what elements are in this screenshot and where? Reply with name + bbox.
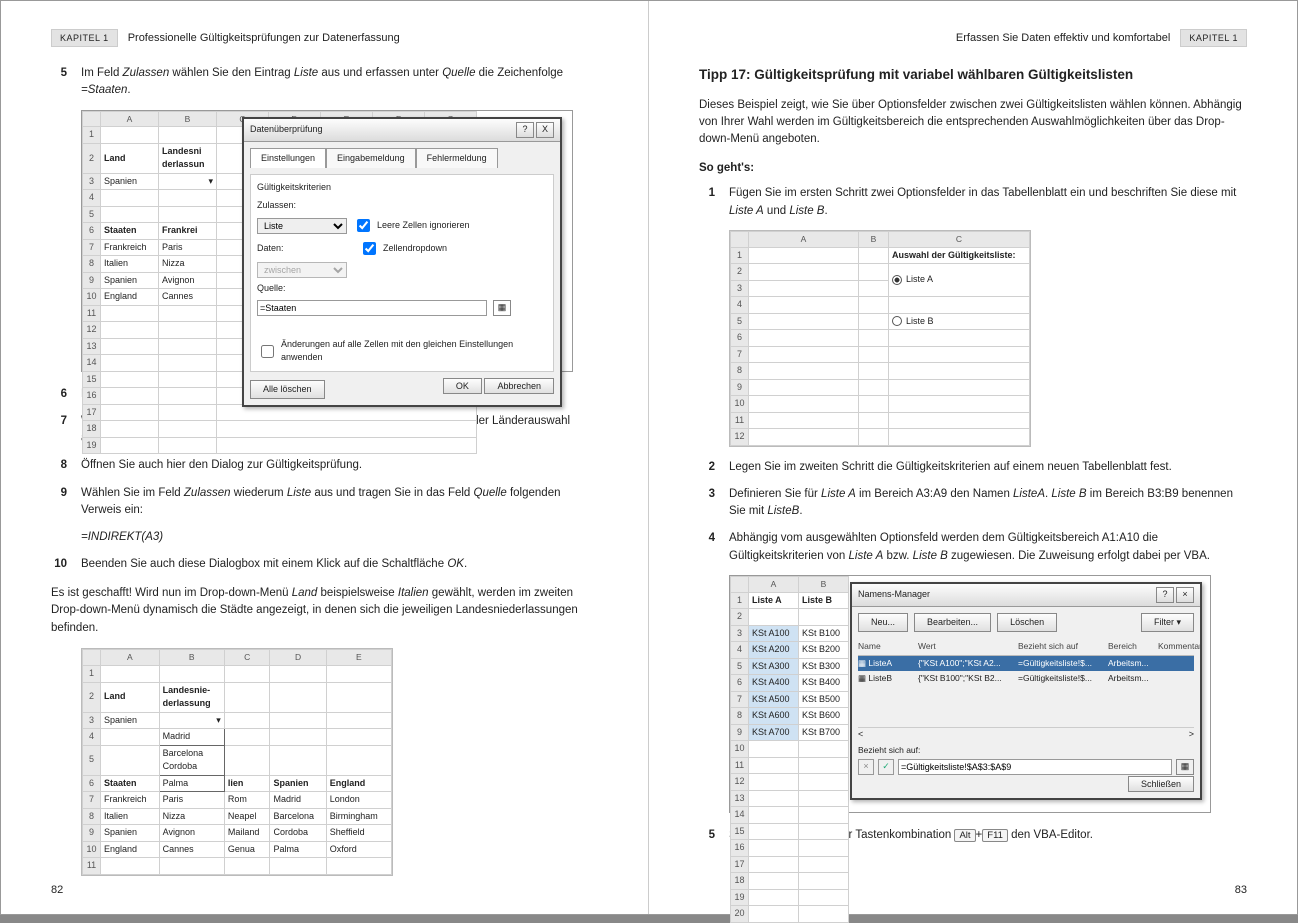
btn-filter[interactable]: Filter ▾ [1141, 613, 1194, 633]
key-f11: F11 [982, 829, 1008, 842]
window-buttons: ?X [514, 122, 554, 138]
radio-liste-a[interactable] [892, 274, 906, 284]
refers-to-input[interactable] [898, 759, 1172, 775]
tab-error-alert[interactable]: Fehlermeldung [416, 148, 498, 169]
dialog-title: Namens-Manager [858, 588, 930, 602]
screenshot-option-buttons: ABC 1Auswahl der Gültigkeitsliste: 2List… [729, 230, 1031, 447]
key-alt: Alt [954, 829, 975, 842]
screenshot-result-table: ABCDE 1 2LandLandesnie-derlassung 3Spani… [81, 648, 393, 875]
chapter-header-left: KAPITEL 1 Professionelle Gültigkeitsprüf… [51, 29, 598, 47]
step-text: Fügen Sie im ersten Schritt zwei Options… [729, 185, 1247, 220]
btn-edit[interactable]: Bearbeiten... [914, 613, 991, 633]
btn-new[interactable]: Neu... [858, 613, 908, 633]
step-text: Abhängig vom ausgewählten Optionsfeld we… [729, 530, 1247, 565]
tip-title: Tipp 17: Gültigkeitsprüfung mit variabel… [699, 65, 1247, 85]
dialog-name-manager: Namens-Manager ?× Neu... Bearbeiten... L… [850, 582, 1202, 800]
dialog-data-validation: Datenüberprüfung ?X Einstellungen Eingab… [242, 117, 562, 408]
formula-text: =INDIREKT(A3) [81, 529, 598, 546]
label-source: Quelle: [257, 282, 286, 296]
btn-close[interactable]: Schließen [1128, 776, 1194, 792]
dialog-title: Datenüberprüfung [250, 123, 323, 137]
step-text: Legen Sie im zweiten Schritt die Gültigk… [729, 459, 1247, 476]
page-number: 82 [51, 884, 63, 896]
btn-ok[interactable]: OK [443, 378, 482, 394]
cancel-edit-icon[interactable]: × [858, 759, 874, 775]
range-picker-icon[interactable]: ▦ [493, 300, 511, 316]
label-data: Daten: [257, 243, 284, 253]
page-left: KAPITEL 1 Professionelle Gültigkeitsprüf… [1, 1, 649, 914]
page-right: Erfassen Sie Daten effektiv und komforta… [649, 1, 1297, 914]
label-allow: Zulassen: [257, 200, 296, 210]
close-icon[interactable]: X [536, 122, 554, 138]
tab-input-message[interactable]: Eingabemeldung [326, 148, 416, 169]
radio-liste-b[interactable] [892, 316, 906, 326]
chapter-title: Professionelle Gültigkeitsprüfungen zur … [128, 32, 400, 44]
refers-to-label: Bezieht sich auf: [858, 744, 1194, 757]
chapter-badge: KAPITEL 1 [51, 29, 118, 47]
step-num: 5 [51, 65, 67, 100]
chk-ignore-blank[interactable] [357, 219, 370, 232]
chapter-header-right: Erfassen Sie Daten effektiv und komforta… [699, 29, 1247, 47]
name-row-listeb[interactable]: ▦ ListeB {"KSt B100";"KSt B2... =Gültigk… [858, 671, 1194, 686]
select-allow[interactable]: Liste [257, 218, 347, 234]
help-icon[interactable]: ? [516, 122, 534, 138]
chk-incell-dropdown[interactable] [363, 242, 376, 255]
step-text: Wählen Sie im Feld Zulassen wiederum Lis… [81, 485, 598, 520]
screenshot-data-validation: ABCDEFG 1 2LandLandesniderlassun 3Spanie… [81, 110, 573, 372]
confirm-edit-icon[interactable]: ✓ [878, 759, 894, 775]
btn-delete[interactable]: Löschen [997, 613, 1057, 633]
page-number: 83 [1235, 884, 1247, 896]
help-icon[interactable]: ? [1156, 587, 1174, 603]
step-text: Beenden Sie auch diese Dialogbox mit ein… [81, 556, 598, 573]
howto-label: So geht's: [699, 160, 1247, 177]
btn-cancel[interactable]: Abbrechen [484, 378, 554, 394]
section-label: Gültigkeitskriterien [257, 181, 547, 195]
chapter-title: Erfassen Sie Daten effektiv und komforta… [956, 32, 1170, 44]
range-picker-icon[interactable]: ▦ [1176, 759, 1194, 775]
btn-clear-all[interactable]: Alle löschen [250, 380, 325, 400]
close-icon[interactable]: × [1176, 587, 1194, 603]
chapter-badge: KAPITEL 1 [1180, 29, 1247, 47]
input-source[interactable] [257, 300, 487, 316]
screenshot-name-manager: AB 1Liste AListe B 2 3KSt A100KSt B100 4… [729, 575, 1211, 813]
step-text: Definieren Sie für Liste A im Bereich A3… [729, 486, 1247, 521]
step-text: Öffnen Sie auch hier den Dialog zur Gült… [81, 457, 598, 474]
tab-settings[interactable]: Einstellungen [250, 148, 326, 169]
chk-apply-all[interactable] [261, 345, 274, 358]
step-text: Im Feld Zulassen wählen Sie den Eintrag … [81, 65, 598, 100]
select-data: zwischen [257, 262, 347, 278]
paragraph: Es ist geschafft! Wird nun im Drop-down-… [51, 585, 598, 637]
intro-paragraph: Dieses Beispiel zeigt, wie Sie über Opti… [699, 97, 1247, 149]
name-row-listea[interactable]: ▦ ListeA {"KSt A100";"KSt A2... =Gültigk… [858, 656, 1194, 671]
